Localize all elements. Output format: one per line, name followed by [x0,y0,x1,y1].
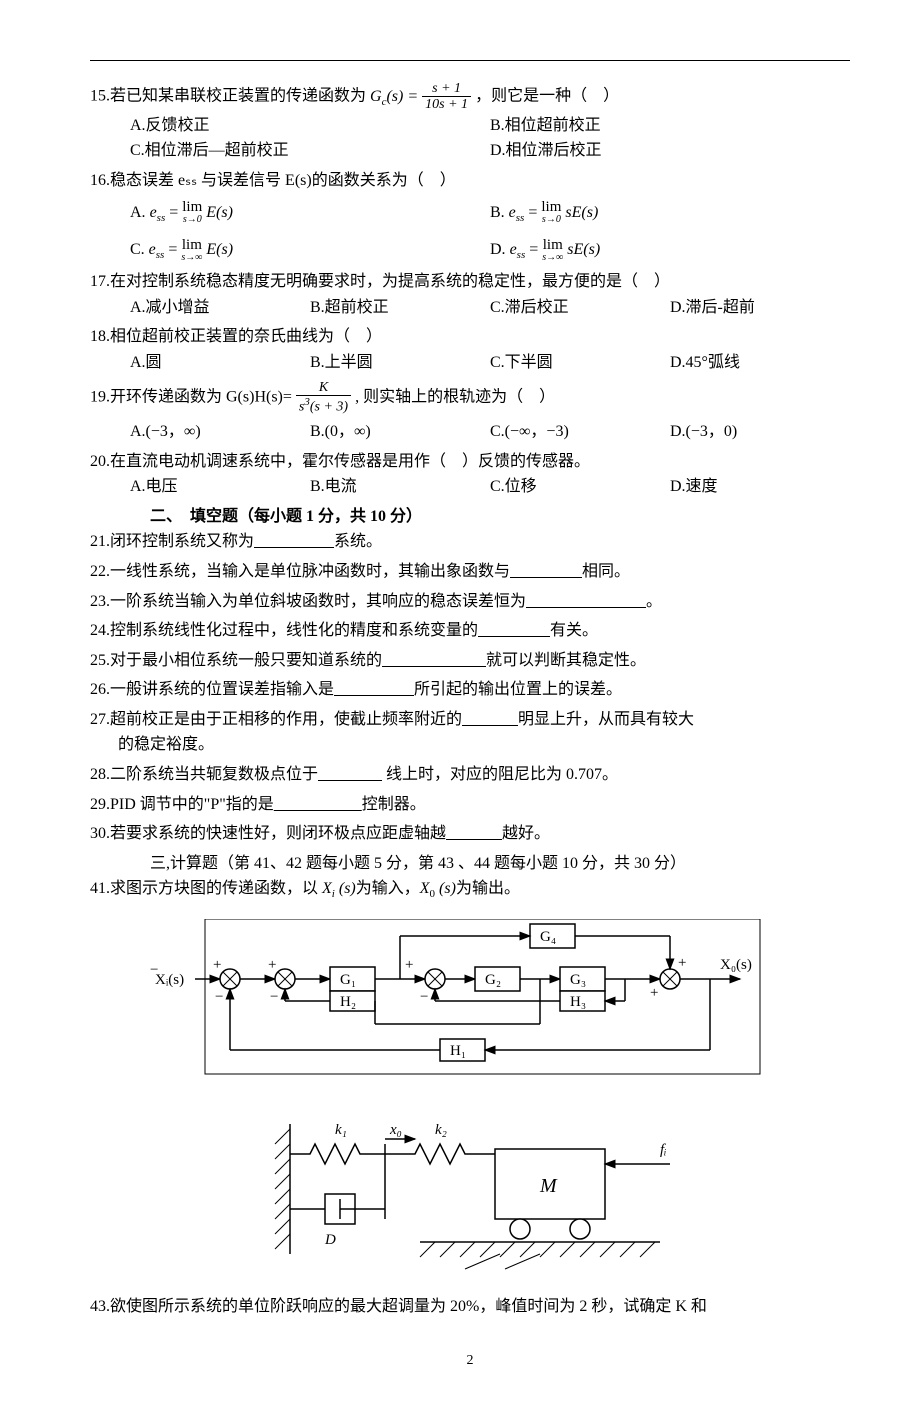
q20-optA: A.电压 [130,474,310,500]
q18-optD: D.45°弧线 [670,350,850,376]
question-24: 24.控制系统线性化过程中，线性化的精度和系统变量的 有关。 [90,618,850,644]
q17-optA: A.减小增益 [130,295,310,321]
question-25: 25.对于最小相位系统一般只要知道系统的 就可以判断其稳定性。 [90,648,850,674]
q20-text: 20.在直流电动机调速系统中，霍尔传感器是用作（ ）反馈的传感器。 [90,449,850,475]
svg-text:−: − [215,989,223,1005]
q17-optC: C.滞后校正 [490,295,670,321]
q15-optA: A.反馈校正 [130,113,490,139]
q19-fraction: K s3(s + 3) [296,380,351,415]
question-15: 15.若已知某串联校正装置的传递函数为 Gc(s) = s + 1 10s + … [90,81,850,164]
q16-optA: A. ess = lims→0 E(s) [130,200,490,228]
q17-optB: B.超前校正 [310,295,490,321]
question-41: 41.求图示方块图的传递函数，以 Xi (s)为输入，X0 (s)为输出。 [90,876,850,904]
d1-G4: G₄ [540,929,556,945]
q20-options: A.电压 B.电流 C.位移 D.速度 [90,474,850,500]
q19-text-after: , 则实轴上的根轨迹为（ ） [355,388,555,405]
top-rule [90,60,850,61]
svg-text:−: − [420,989,428,1005]
q19-optA: A.(−3，∞) [130,419,310,445]
q15-Gc: Gc(s) = [370,88,422,105]
q18-options: A.圆 B.上半圆 C.下半圆 D.45°弧线 [90,350,850,376]
q15-text-after: ，则它是一种（ ） [475,88,619,105]
svg-text:+: + [213,957,221,973]
q15-optC: C.相位滞后—超前校正 [130,138,490,164]
q19-options: A.(−3，∞) B.(0，∞) C.(−∞，−3) D.(−3，0) [90,419,850,445]
q16-options-row1: A. ess = lims→0 E(s) B. ess = lims→0 sE(… [90,200,850,228]
q19-optD: D.(−3，0) [670,419,850,445]
question-17: 17.在对控制系统稳态精度无明确要求时，为提高系统的稳定性，最方便的是（ ） A… [90,269,850,320]
q20-optB: B.电流 [310,474,490,500]
mechanical-diagram: k₁ x₀ D k₂ M fᵢ [240,1114,850,1279]
question-21: 21.闭环控制系统又称为 系统。 [90,529,850,555]
d1-X0: X₀(s) [720,957,752,973]
svg-text:+: + [405,957,413,973]
question-22: 22.一线性系统，当输入是单位脉冲函数时，其输出象函数与 相同。 [90,559,850,585]
section-3-title: 三,计算题（第 41、42 题每小题 5 分，第 43 、44 题每小题 10 … [90,851,850,877]
question-28: 28.二阶系统当共轭复数极点位于 线上时，对应的阻尼比为 0.707。 [90,762,850,788]
q16-optD: D. ess = lims→∞ sE(s) [490,237,850,265]
d1-Xi: Xᵢ(s) [155,972,184,988]
q16-optC: C. ess = lims→∞ E(s) [130,237,490,265]
q19-optB: B.(0，∞) [310,419,490,445]
d2-k2: k₂ [435,1122,447,1138]
q18-text: 18.相位超前校正装置的奈氏曲线为（ ） [90,324,850,350]
d2-k1: k₁ [335,1122,347,1138]
q15-optB: B.相位超前校正 [490,113,850,139]
q19-text-before: 19.开环传递函数为 G(s)H(s)= [90,388,292,405]
q16-options-row2: C. ess = lims→∞ E(s) D. ess = lims→∞ sE(… [90,237,850,265]
question-16: 16.稳态误差 eₛₛ 与误差信号 E(s)的函数关系为（ ） A. ess =… [90,168,850,265]
q17-text: 17.在对控制系统稳态精度无明确要求时，为提高系统的稳定性，最方便的是（ ） [90,269,850,295]
question-29: 29.PID 调节中的"P"指的是 控制器。 [90,792,850,818]
q20-optD: D.速度 [670,474,850,500]
d2-D: D [324,1232,336,1248]
d1-H1: H₁ [450,1043,466,1059]
svg-text:+: + [268,957,276,973]
d2-x0: x₀ [389,1122,402,1138]
mechanical-diagram-svg: k₁ x₀ D k₂ M fᵢ [240,1114,710,1279]
q18-optB: B.上半圆 [310,350,490,376]
q20-optC: C.位移 [490,474,670,500]
block-diagram-svg: Xᵢ(s) − + − + − G₁ H₂ + − G₂ G₃ H₃ + + X… [150,919,790,1099]
q15-fraction: s + 1 10s + 1 [422,81,471,113]
q19-optC: C.(−∞，−3) [490,419,670,445]
question-30: 30.若要求系统的快速性好，则闭环极点应距虚轴越 越好。 [90,821,850,847]
svg-text:−: − [150,962,158,978]
question-43: 43.欲使图所示系统的单位阶跃响应的最大超调量为 20%，峰值时间为 2 秒，试… [90,1294,850,1320]
q15-text-before: 15.若已知某串联校正装置的传递函数为 [90,88,366,105]
q18-optA: A.圆 [130,350,310,376]
question-26: 26.一般讲系统的位置误差指输入是 所引起的输出位置上的误差。 [90,677,850,703]
d1-G2: G₂ [485,972,501,988]
q15-optD: D.相位滞后校正 [490,138,850,164]
d1-H2: H₂ [340,994,356,1010]
svg-text:−: − [270,989,278,1005]
q17-options: A.减小增益 B.超前校正 C.滞后校正 D.滞后-超前 [90,295,850,321]
page-number: 2 [90,1350,850,1372]
question-20: 20.在直流电动机调速系统中，霍尔传感器是用作（ ）反馈的传感器。 A.电压 B… [90,449,850,500]
q17-optD: D.滞后-超前 [670,295,850,321]
d1-H3: H₃ [570,994,586,1010]
question-23: 23.一阶系统当输入为单位斜坡函数时，其响应的稳态误差恒为 。 [90,589,850,615]
svg-text:+: + [678,955,686,971]
question-18: 18.相位超前校正装置的奈氏曲线为（ ） A.圆 B.上半圆 C.下半圆 D.4… [90,324,850,375]
block-diagram: Xᵢ(s) − + − + − G₁ H₂ + − G₂ G₃ H₃ + + X… [150,919,850,1099]
svg-text:+: + [650,985,658,1001]
d1-G3: G₃ [570,972,586,988]
d1-G1: G₁ [340,972,356,988]
q18-optC: C.下半圆 [490,350,670,376]
question-19: 19.开环传递函数为 G(s)H(s)= K s3(s + 3) , 则实轴上的… [90,380,850,445]
d2-fi: fᵢ [660,1142,667,1158]
q16-text: 16.稳态误差 eₛₛ 与误差信号 E(s)的函数关系为（ ） [90,168,850,194]
section-2-title: 二、 填空题（每小题 1 分，共 10 分） [90,504,850,530]
q15-options: A.反馈校正 B.相位超前校正 C.相位滞后—超前校正 D.相位滞后校正 [90,113,850,164]
question-27: 27.超前校正是由于正相移的作用，使截止频率附近的 明显上升，从而具有较大的稳定… [90,707,850,758]
q16-optB: B. ess = lims→0 sE(s) [490,200,850,228]
d2-M: M [539,1175,558,1197]
